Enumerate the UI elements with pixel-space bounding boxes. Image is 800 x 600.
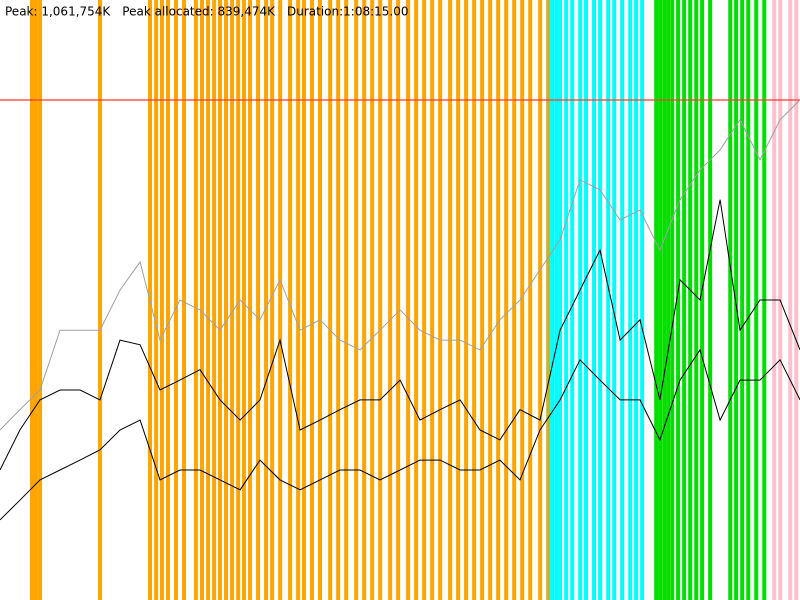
event-stripe (688, 0, 693, 600)
event-stripe (554, 0, 559, 600)
event-stripe (640, 0, 645, 600)
event-stripe (98, 0, 103, 600)
event-stripe (354, 0, 359, 600)
event-stripe (456, 0, 461, 600)
event-stripe (628, 0, 633, 600)
event-layer (30, 0, 799, 600)
event-stripe (570, 0, 575, 600)
event-stripe (182, 0, 187, 600)
event-stripe (480, 0, 485, 600)
line-layer (0, 99, 800, 521)
event-stripe (740, 0, 745, 600)
event-stripe (528, 0, 533, 600)
event-stripe (362, 0, 367, 600)
event-stripe (278, 0, 283, 600)
event-stripe (344, 0, 349, 600)
event-stripe (550, 0, 555, 600)
event-stripe (248, 0, 253, 600)
event-stripe (538, 0, 543, 600)
event-stripe (794, 0, 799, 600)
event-stripe (662, 0, 667, 600)
event-stripe (414, 0, 419, 600)
event-stripe (612, 0, 617, 600)
event-stripe (670, 0, 675, 600)
event-stripe (200, 0, 205, 600)
event-stripe (212, 0, 217, 600)
memory-line (0, 199, 800, 471)
event-stripe (206, 0, 211, 600)
event-stripe (488, 0, 493, 600)
event-stripe (224, 0, 229, 600)
event-stripe (504, 0, 509, 600)
event-stripe (694, 0, 699, 600)
event-stripe (378, 0, 383, 600)
event-stripe (38, 0, 43, 600)
event-stripe (422, 0, 427, 600)
event-stripe (264, 0, 269, 600)
event-stripe (620, 0, 625, 600)
header-text: Peak: 1,061,754K (5, 5, 111, 19)
event-stripe (606, 0, 611, 600)
event-stripe (754, 0, 759, 600)
event-stripe (288, 0, 293, 600)
event-stripe (666, 0, 671, 600)
event-stripe (438, 0, 443, 600)
event-stripe (301, 0, 306, 600)
header-text: Duration:1:08:15.00 (287, 5, 409, 19)
event-stripe (634, 0, 639, 600)
event-stripe (166, 0, 171, 600)
event-stripe (584, 0, 589, 600)
event-stripe (217, 0, 222, 600)
memory-line (0, 348, 800, 521)
event-stripe (328, 0, 333, 600)
event-stripe (406, 0, 411, 600)
event-stripe (159, 0, 164, 600)
event-stripe (464, 0, 469, 600)
event-stripe (512, 0, 517, 600)
event-stripe (734, 0, 739, 600)
event-stripe (256, 0, 261, 600)
event-stripe (564, 0, 569, 600)
event-stripe (578, 0, 583, 600)
event-stripe (592, 0, 597, 600)
header: Peak: 1,061,754K Peak allocated: 839,474K… (5, 5, 409, 19)
event-stripe (396, 0, 401, 600)
memory-line (0, 99, 800, 431)
event-stripe (270, 0, 275, 600)
event-stripe (318, 0, 322, 600)
event-stripe (654, 0, 659, 600)
event-stripe (430, 0, 435, 600)
event-stripe (788, 0, 793, 600)
event-stripe (193, 0, 198, 600)
event-stripe (676, 0, 681, 600)
event-stripe (728, 0, 733, 600)
event-stripe (30, 0, 35, 600)
event-stripe (242, 0, 247, 600)
event-stripe (154, 0, 159, 600)
event-stripe (658, 0, 663, 600)
event-stripe (472, 0, 477, 600)
event-stripe (746, 0, 751, 600)
event-stripe (388, 0, 393, 600)
event-stripe (174, 0, 179, 600)
event-stripe (370, 0, 375, 600)
event-stripe (309, 0, 314, 600)
event-stripe (708, 0, 713, 600)
event-stripe (336, 0, 341, 600)
event-stripe (598, 0, 603, 600)
event-stripe (546, 0, 551, 600)
event-stripe (520, 0, 525, 600)
event-stripe (558, 0, 563, 600)
event-stripe (682, 0, 687, 600)
event-stripe (296, 0, 301, 600)
event-stripe (496, 0, 501, 600)
event-stripe (33, 0, 38, 600)
event-stripe (230, 0, 235, 600)
event-stripe (700, 0, 705, 600)
event-stripe (448, 0, 453, 600)
event-stripe (236, 0, 241, 600)
header-text: Peak allocated: 839,474K (122, 5, 276, 19)
